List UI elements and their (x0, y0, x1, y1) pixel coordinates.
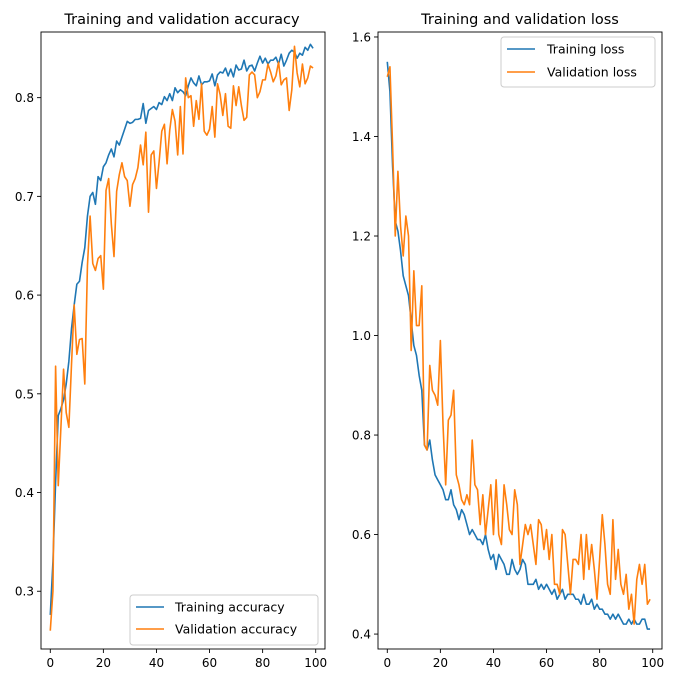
accuracy-series-group (49, 43, 314, 631)
loss-y-tick-label: 1.2 (352, 230, 371, 244)
accuracy-legend-frame (129, 594, 319, 646)
accuracy-y-tick-label: 0.4 (15, 486, 34, 500)
accuracy-x-tick-label: 0 (46, 656, 54, 670)
loss-y-tick-label: 0.6 (352, 528, 371, 542)
loss-axes-frame (377, 31, 663, 650)
accuracy-panel: Training and validation accuracy 0 20 40 60… (15, 12, 327, 670)
loss-chart-title: Training and validation loss (420, 12, 619, 28)
legend-label-training-accuracy: Training accuracy (174, 600, 285, 615)
loss-series-group (386, 61, 651, 630)
loss-x-tick-label: 100 (641, 656, 664, 670)
accuracy-chart-title: Training and validation accuracy (63, 12, 300, 28)
accuracy-x-tick-label: 100 (304, 656, 327, 670)
loss-y-tick-label: 0.8 (352, 429, 371, 443)
legend-label-training-loss: Training loss (546, 42, 624, 57)
accuracy-x-tick-label: 20 (96, 656, 111, 670)
loss-y-tick-label: 1.0 (352, 329, 371, 343)
accuracy-plot-area: 0 20 40 60 80 100 0.3 0.4 0.5 0.6 0.7 0.8 (15, 31, 327, 670)
loss-x-tick-label: 60 (539, 656, 554, 670)
accuracy-x-tick-label: 80 (255, 656, 270, 670)
accuracy-y-tick-label: 0.8 (15, 91, 34, 105)
accuracy-y-tick-label: 0.5 (15, 387, 34, 401)
loss-legend-frame (500, 36, 656, 88)
accuracy-x-tick-label: 60 (202, 656, 217, 670)
legend-label-validation-loss: Validation loss (547, 65, 637, 80)
accuracy-y-tick-label: 0.3 (15, 585, 34, 599)
series-line-training-loss (386, 61, 651, 630)
accuracy-axes-frame (40, 31, 326, 650)
loss-y-tick-label: 0.4 (352, 628, 371, 642)
accuracy-y-tick-label: 0.7 (15, 190, 34, 204)
accuracy-x-tick-label: 40 (149, 656, 164, 670)
loss-legend: Training loss Validation loss (500, 36, 656, 88)
loss-plot-area: 0 20 40 60 80 100 0.4 0.6 0.8 1.0 1.2 1.4 1.6 (352, 30, 664, 670)
loss-x-tick-label: 40 (486, 656, 501, 670)
loss-y-tick-label: 1.6 (352, 30, 371, 44)
loss-x-tick-label: 80 (592, 656, 607, 670)
series-line-training-accuracy (49, 43, 314, 615)
accuracy-y-tick-label: 0.6 (15, 289, 34, 303)
series-line-validation-loss (386, 66, 651, 625)
loss-x-tick-label: 20 (433, 656, 448, 670)
series-line-validation-accuracy (49, 45, 314, 631)
accuracy-legend: Training accuracy Validation accuracy (129, 594, 319, 646)
loss-x-tick-label: 0 (383, 656, 391, 670)
loss-panel: Training and validation loss 0 20 40 60 80 10… (352, 12, 664, 670)
loss-y-tick-label: 1.4 (352, 130, 371, 144)
legend-label-validation-accuracy: Validation accuracy (175, 622, 298, 637)
